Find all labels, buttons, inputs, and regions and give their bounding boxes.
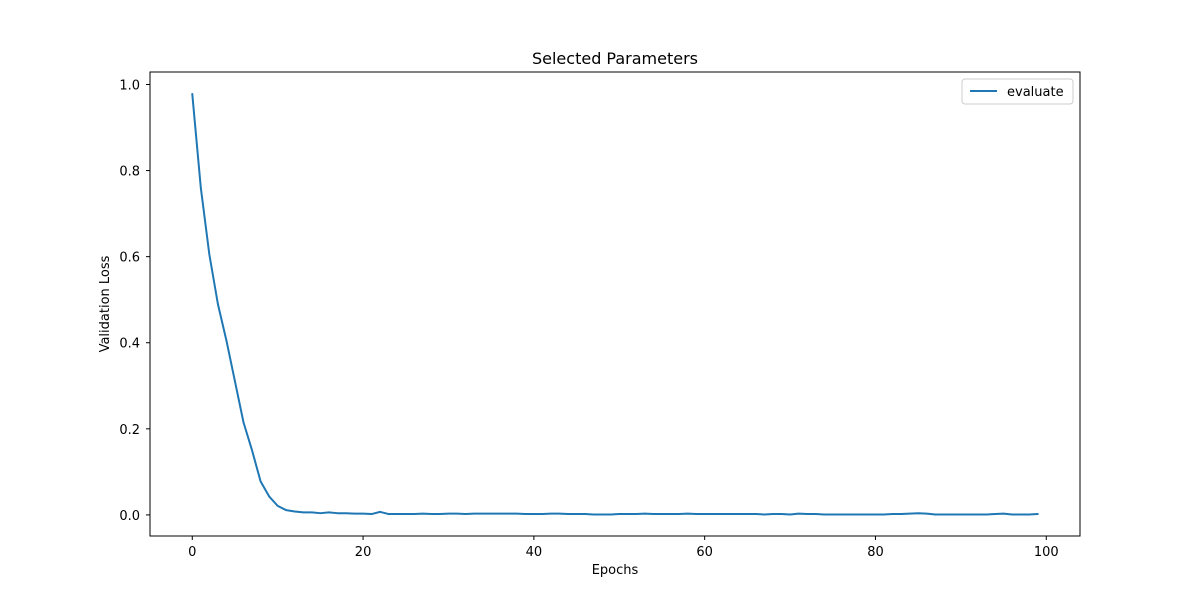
chart-title: Selected Parameters bbox=[532, 49, 698, 68]
x-axis-label: Epochs bbox=[592, 563, 639, 578]
x-tick-label: 60 bbox=[696, 545, 713, 560]
y-tick-label: 0.6 bbox=[119, 251, 140, 266]
y-tick-label: 0.0 bbox=[119, 509, 140, 524]
plot-frame bbox=[149, 71, 1081, 537]
y-tick-label: 0.2 bbox=[119, 423, 140, 438]
x-tick-label: 80 bbox=[867, 545, 884, 560]
y-tick-label: 0.8 bbox=[119, 165, 140, 180]
x-tick-label: 0 bbox=[188, 545, 196, 560]
x-tick-label: 100 bbox=[1034, 545, 1059, 560]
y-tick-label: 0.4 bbox=[119, 337, 140, 352]
legend: evaluate bbox=[961, 78, 1074, 105]
y-axis-label: Validation Loss bbox=[98, 255, 113, 352]
legend-label-evaluate: evaluate bbox=[1007, 85, 1064, 100]
y-tick-label: 1.0 bbox=[119, 78, 140, 93]
x-tick-label: 40 bbox=[526, 545, 543, 560]
legend-box bbox=[961, 78, 1074, 105]
series-line-evaluate bbox=[191, 92, 1039, 516]
x-tick-label: 20 bbox=[355, 545, 372, 560]
